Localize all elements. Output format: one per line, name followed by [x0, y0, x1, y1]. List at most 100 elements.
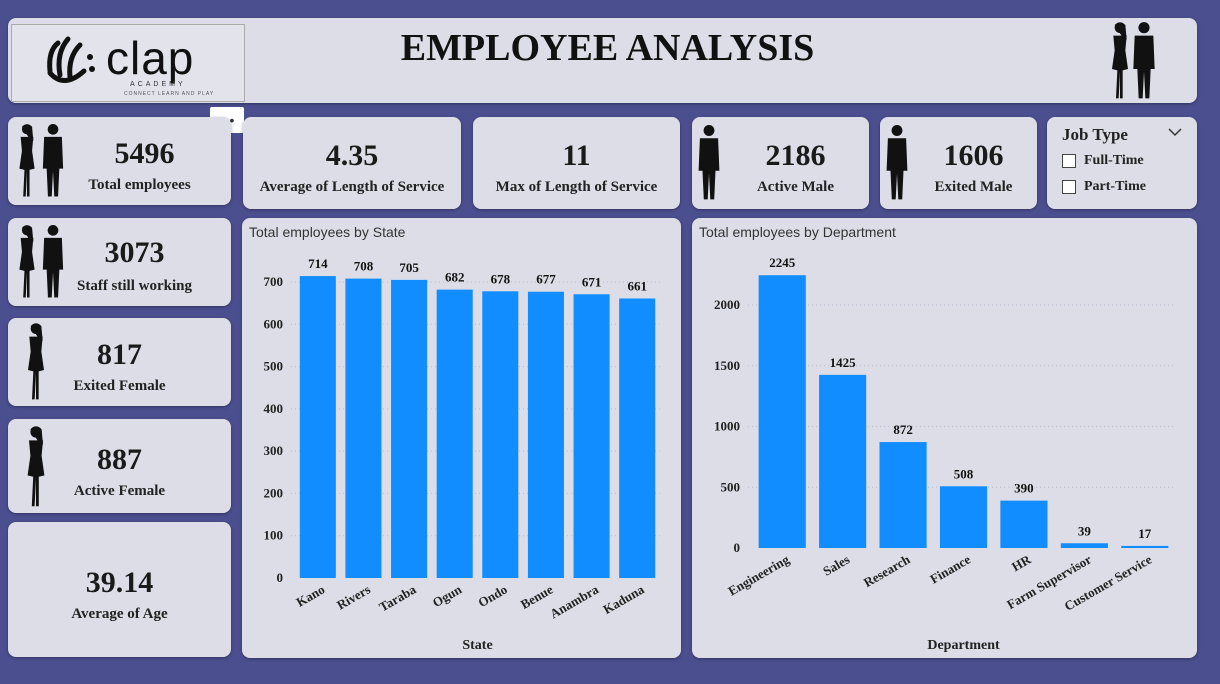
bar: [1000, 500, 1048, 548]
x-tick-label: Ondo: [475, 582, 509, 611]
data-label: 17: [1138, 526, 1152, 541]
bar: [573, 294, 610, 578]
kpi-value: 887: [97, 443, 142, 476]
bar: [1121, 545, 1169, 548]
x-tick-label: Research: [861, 551, 913, 590]
data-label: 708: [354, 259, 374, 274]
kpi-active-female: 887 Active Female: [8, 419, 231, 513]
data-label: 661: [627, 278, 647, 293]
chart-title: Total employees by State: [249, 224, 406, 240]
header-banner: clap ACADEMY CONNECT LEARN AND PLAY EMPL…: [8, 18, 1197, 103]
kpi-value: 2186: [765, 139, 826, 172]
x-tick-label: Ogun: [430, 581, 465, 610]
kpi-exited-female: 817 Exited Female: [8, 318, 231, 406]
businessman-icon: [884, 123, 910, 203]
kpi-label: Active Male: [756, 179, 835, 195]
y-tick-label: 100: [264, 528, 284, 543]
filter-option-full-time[interactable]: Full-Time: [1062, 153, 1144, 169]
x-tick-label: Anambra: [547, 581, 601, 621]
chart-employees-by-state: Total employees by State 0 100 200 300 400 50…: [242, 218, 681, 658]
data-label: 705: [399, 260, 419, 275]
kpi-label: Average of Age: [71, 606, 168, 622]
data-label: 677: [536, 272, 556, 287]
y-tick-label: 0: [734, 540, 741, 555]
chart-title: Total employees by Department: [699, 224, 896, 240]
job-type-filter: Job Type Full-Time Part-Time: [1047, 117, 1197, 209]
kpi-value: 5496: [114, 137, 175, 170]
kpi-label: Max of Length of Service: [495, 179, 658, 195]
data-label: 508: [954, 466, 974, 481]
kpi-label: Total employees: [88, 177, 191, 193]
kpi-staff-still-working: 3073 Staff still working: [8, 218, 231, 306]
kpi-exited-male: 1606 Exited Male: [880, 117, 1037, 209]
filter-title: Job Type: [1062, 125, 1128, 144]
x-tick-label: Kano: [294, 582, 328, 610]
data-label: 2245: [769, 255, 796, 270]
businesswoman-icon: [14, 224, 40, 300]
kpi-label: Active Female: [73, 483, 166, 499]
logo-text: clap: [106, 32, 195, 84]
kpi-active-male: 2186 Active Male: [692, 117, 869, 209]
y-tick-label: 500: [721, 479, 741, 494]
data-label: 671: [582, 274, 602, 289]
businessman-icon: [1130, 21, 1158, 101]
bar: [619, 298, 656, 578]
kpi-value: 4.35: [325, 139, 379, 172]
bar: [1060, 543, 1108, 548]
kpi-value: 1606: [943, 139, 1004, 172]
x-tick-label: Kaduna: [600, 581, 647, 617]
filter-option-part-time[interactable]: Part-Time: [1062, 179, 1146, 195]
y-tick-label: 1000: [714, 419, 740, 434]
bar: [939, 486, 988, 548]
x-axis-title: Department: [927, 638, 1000, 653]
checkbox[interactable]: [1062, 153, 1076, 168]
bar: [391, 279, 428, 578]
bar: [819, 374, 867, 548]
bar: [758, 275, 806, 548]
page-title: EMPLOYEE ANALYSIS: [400, 27, 815, 69]
option-label: Full-Time: [1084, 153, 1144, 168]
businesswoman-icon: [14, 123, 40, 199]
option-label: Part-Time: [1084, 179, 1146, 194]
hand-icon: [47, 36, 95, 83]
bar: [299, 276, 336, 578]
x-tick-label: Taraba: [376, 581, 419, 614]
x-tick-label: Finance: [927, 551, 973, 586]
y-tick-label: 300: [264, 443, 284, 458]
y-tick-label: 500: [264, 359, 284, 374]
kpi-label: Exited Female: [73, 378, 166, 394]
data-label: 1425: [830, 355, 857, 370]
kpi-max-length-of-service: 11 Max of Length of Service: [473, 117, 680, 209]
kpi-value: 39.14: [85, 566, 154, 599]
logo-tag: CONNECT LEARN AND PLAY: [124, 91, 215, 97]
kpi-value: 817: [97, 338, 142, 371]
x-axis-title: State: [462, 638, 492, 653]
chart-employees-by-department: Total employees by Department 0 500 1000 15…: [692, 218, 1197, 658]
y-tick-label: 0: [277, 570, 284, 585]
kpi-label: Exited Male: [934, 179, 1013, 195]
businessman-icon: [696, 123, 722, 203]
chevron-down-icon[interactable]: [1167, 127, 1183, 137]
y-tick-label: 400: [264, 401, 284, 416]
bar: [345, 278, 382, 578]
data-label: 872: [893, 422, 913, 437]
bar: [879, 442, 927, 548]
y-tick-label: 700: [264, 274, 284, 289]
data-label: 714: [308, 256, 328, 271]
x-tick-label: Engineering: [725, 551, 792, 598]
kpi-label: Staff still working: [76, 278, 192, 294]
y-tick-label: 2000: [714, 297, 740, 312]
x-tick-label: Sales: [820, 552, 852, 579]
bar: [436, 289, 473, 578]
y-tick-label: 1500: [714, 358, 740, 373]
logo-sub: ACADEMY: [130, 81, 186, 88]
data-label: 678: [491, 271, 511, 286]
chart-department-svg: 0 500 1000 1500 2000 2245 Engineering 1425 Sales…: [714, 255, 1175, 653]
checkbox[interactable]: [1062, 179, 1076, 194]
chart-state-svg: 0 100 200 300 400 500 600 700 714 Kano 708 Rivers 70…: [264, 256, 660, 653]
kpi-value: 3073: [104, 236, 165, 269]
kpi-value: 11: [562, 139, 591, 172]
bar: [527, 291, 564, 578]
y-tick-label: 200: [264, 485, 284, 500]
kpi-total-employees: 5496 Total employees: [8, 117, 231, 205]
